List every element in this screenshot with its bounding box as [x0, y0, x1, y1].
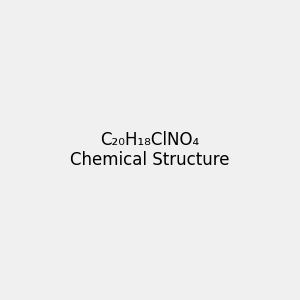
Text: C₂₀H₁₈ClNO₄
Chemical Structure: C₂₀H₁₈ClNO₄ Chemical Structure — [70, 130, 230, 170]
